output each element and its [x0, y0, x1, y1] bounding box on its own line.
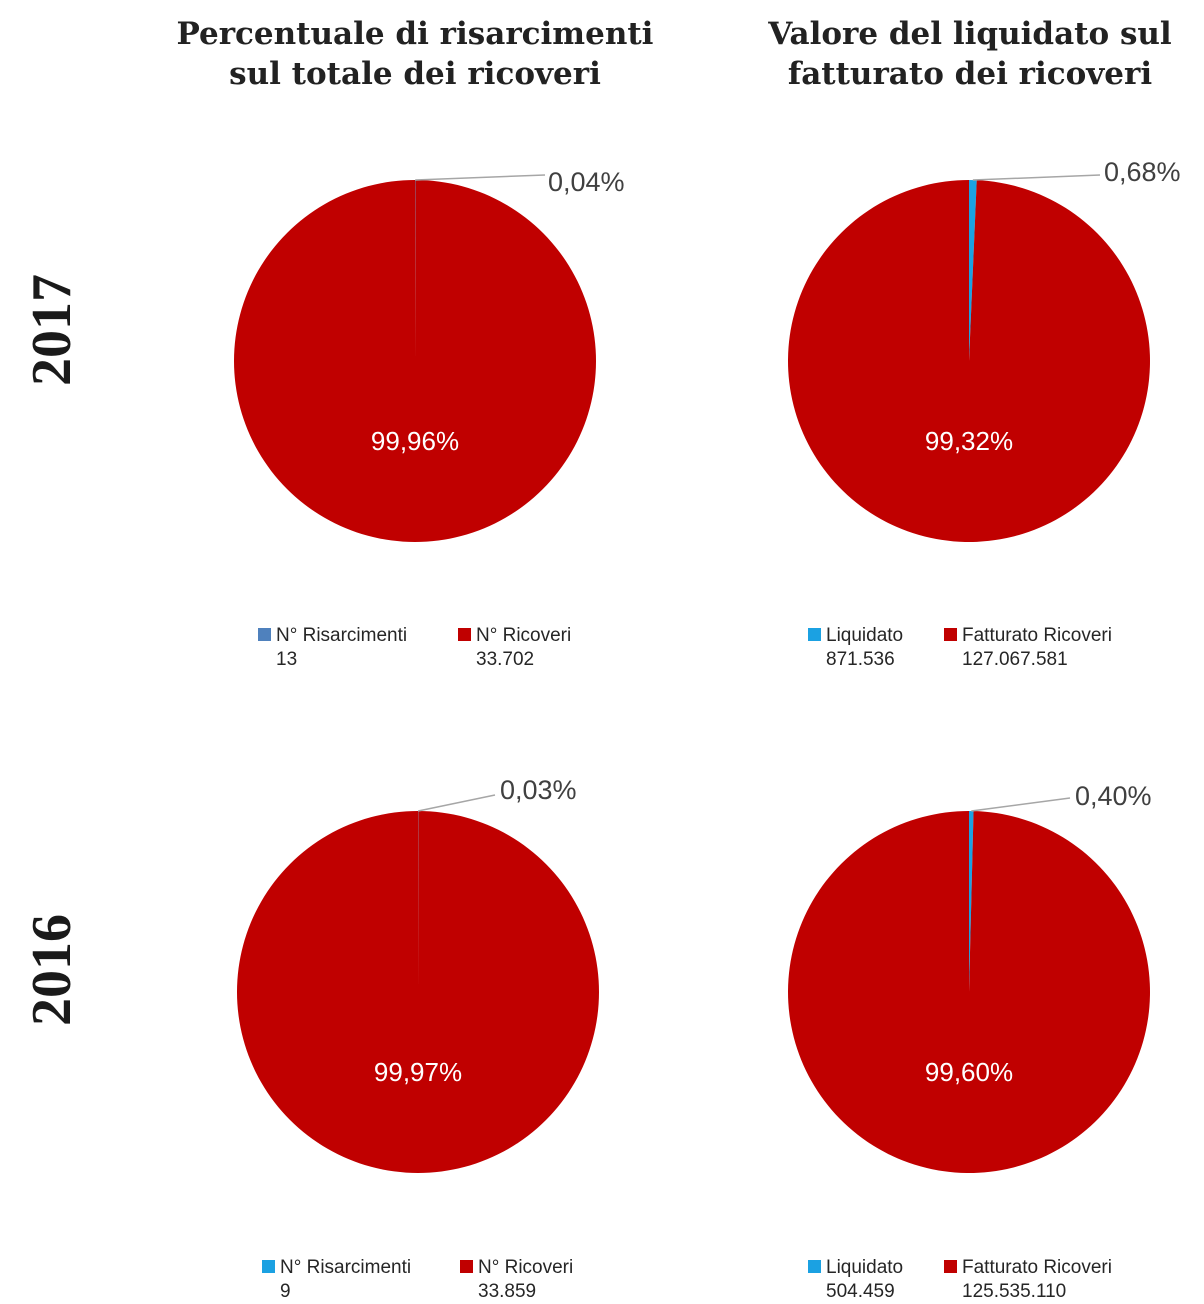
pie2-legend-swatch-2 — [944, 628, 957, 641]
pie4-legend-label-2: Fatturato Ricoveri — [962, 1257, 1112, 1278]
right-column-title-line1: Valore del liquidato sul — [768, 16, 1172, 52]
pie1-legend-swatch-2 — [458, 628, 471, 641]
pie1-legend-item-2: N° Ricoveri 33.702 — [458, 624, 571, 672]
right-column-title-line2: fatturato dei ricoveri — [787, 56, 1153, 92]
pie1-legend-swatch-1 — [258, 628, 271, 641]
pie4-slice-small — [969, 811, 974, 992]
pie4-small-percent-label: 0,40% — [1075, 781, 1152, 811]
pie3-legend-value-1: 9 — [280, 1281, 291, 1302]
pie3-legend-swatch-1 — [262, 1260, 275, 1273]
right-column-title: Valore del liquidato sul fatturato dei r… — [730, 14, 1204, 94]
pie2-legend-item-2: Fatturato Ricoveri 127.067.581 — [944, 624, 1112, 672]
pie3-legend-value-2: 33.859 — [478, 1281, 537, 1302]
pie2-small-percent-label: 0,68% — [1104, 157, 1181, 187]
pie3-large-percent-label: 99,97% — [374, 1057, 462, 1087]
pie4-legend-swatch-2 — [944, 1260, 957, 1273]
pie2-slice-small — [969, 180, 977, 361]
pie2-legend-label-1: Liquidato — [826, 625, 904, 646]
pie2-legend-value-2: 127.067.581 — [962, 649, 1068, 670]
pie1-legend-label-2: N° Ricoveri — [476, 625, 572, 646]
pie1-large-percent-label: 99,96% — [371, 426, 459, 456]
pie1-legend-label-1: N° Risarcimenti — [276, 625, 408, 646]
pie1-legend-value-2: 33.702 — [476, 649, 535, 670]
pie3-small-percent-label: 0,03% — [500, 775, 577, 805]
left-column-title-line1: Percentuale di risarcimenti — [176, 16, 654, 52]
left-column-title: Percentuale di risarcimenti sul totale d… — [175, 14, 655, 94]
pie4-legend-item-2: Fatturato Ricoveri 125.535.110 — [944, 1256, 1112, 1304]
pie1-small-percent-label: 0,04% — [548, 167, 625, 197]
pie2-leader-line — [972, 174, 1101, 181]
pie1-slice-large — [234, 180, 597, 542]
pie4-large-percent-label: 99,60% — [925, 1057, 1013, 1087]
pie3-legend-swatch-2 — [460, 1260, 473, 1273]
pie2-large-percent-label: 99,32% — [925, 426, 1013, 456]
pie1-leader-line — [415, 174, 546, 181]
pie2-slice-large — [787, 180, 1150, 542]
pie4-slice-large — [788, 811, 1151, 1173]
pie3-legend-item-1: N° Risarcimenti 9 — [262, 1256, 411, 1304]
pie3-leader-line — [417, 794, 496, 812]
pie3-legend-label-2: N° Ricoveri — [478, 1257, 574, 1278]
pie1-legend-item-1: N° Risarcimenti 13 — [258, 624, 407, 672]
pie2-legend-item-1: Liquidato 871.536 — [808, 624, 903, 672]
pie3-legend-label-1: N° Risarcimenti — [280, 1257, 412, 1278]
pie2-legend-label-2: Fatturato Ricoveri — [962, 625, 1112, 646]
pie3-slice-large — [236, 811, 599, 1174]
pie1-legend-value-1: 13 — [276, 649, 298, 670]
pie4-legend-value-2: 125.535.110 — [962, 1281, 1067, 1302]
pie2-legend-swatch-1 — [808, 628, 821, 641]
pie2-legend-value-1: 871.536 — [826, 649, 895, 670]
pie4-legend-label-1: Liquidato — [826, 1257, 904, 1278]
pie3-legend-item-2: N° Ricoveri 33.859 — [460, 1256, 573, 1304]
pie4-leader-line — [971, 797, 1071, 812]
pie4-legend-value-1: 504.459 — [826, 1281, 895, 1302]
pie4-legend-item-1: Liquidato 504.459 — [808, 1256, 903, 1304]
left-column-title-line2: sul totale dei ricoveri — [229, 56, 601, 92]
pie4-legend-swatch-1 — [808, 1260, 821, 1273]
